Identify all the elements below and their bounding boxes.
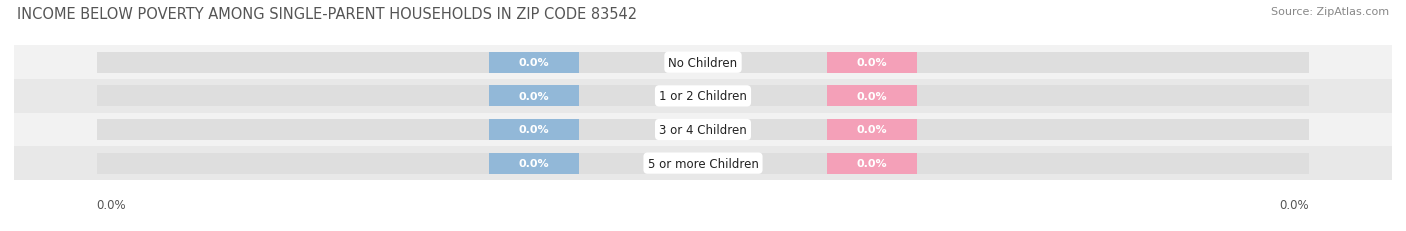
Bar xyxy=(489,153,579,174)
Bar xyxy=(14,80,1392,113)
Text: 0.0%: 0.0% xyxy=(97,199,127,212)
Bar xyxy=(489,53,579,73)
Text: Source: ZipAtlas.com: Source: ZipAtlas.com xyxy=(1271,7,1389,17)
Text: 3 or 4 Children: 3 or 4 Children xyxy=(659,123,747,137)
Bar xyxy=(827,53,917,73)
Text: 1 or 2 Children: 1 or 2 Children xyxy=(659,90,747,103)
Text: 0.0%: 0.0% xyxy=(1279,199,1309,212)
Bar xyxy=(97,153,1309,174)
Bar xyxy=(827,120,917,140)
Text: 0.0%: 0.0% xyxy=(856,58,887,68)
Text: No Children: No Children xyxy=(668,56,738,70)
Text: 0.0%: 0.0% xyxy=(856,125,887,135)
Bar xyxy=(827,86,917,107)
Bar xyxy=(489,86,579,107)
Bar xyxy=(14,147,1392,180)
Text: 5 or more Children: 5 or more Children xyxy=(648,157,758,170)
Text: 0.0%: 0.0% xyxy=(856,91,887,101)
Bar xyxy=(14,113,1392,147)
Text: 0.0%: 0.0% xyxy=(519,91,550,101)
Bar xyxy=(97,120,1309,140)
Text: 0.0%: 0.0% xyxy=(519,125,550,135)
Text: 0.0%: 0.0% xyxy=(519,158,550,168)
Bar xyxy=(489,120,579,140)
Bar xyxy=(97,86,1309,107)
Text: 0.0%: 0.0% xyxy=(856,158,887,168)
Text: 0.0%: 0.0% xyxy=(519,58,550,68)
Bar xyxy=(827,153,917,174)
Bar xyxy=(14,46,1392,80)
Text: INCOME BELOW POVERTY AMONG SINGLE-PARENT HOUSEHOLDS IN ZIP CODE 83542: INCOME BELOW POVERTY AMONG SINGLE-PARENT… xyxy=(17,7,637,22)
Bar xyxy=(97,53,1309,73)
